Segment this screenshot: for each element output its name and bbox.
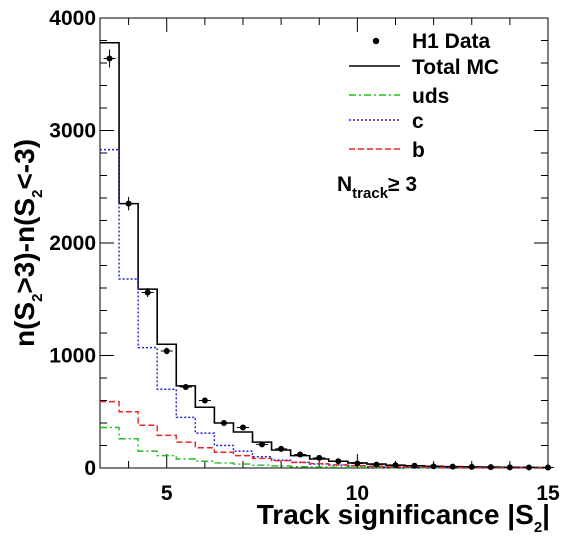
data-point — [106, 55, 113, 62]
y-tick-label: 2000 — [49, 232, 96, 255]
data-point — [316, 454, 323, 461]
data-point — [506, 464, 513, 471]
plot-frame — [99, 17, 549, 469]
ntrack-annotation: Ntrack≥ 3 — [337, 173, 417, 202]
data-point — [430, 463, 437, 470]
data-point — [545, 464, 551, 471]
data-point — [354, 460, 361, 467]
legend-marker-data — [372, 37, 380, 45]
data-point — [144, 289, 151, 296]
data-point — [468, 463, 475, 470]
x-tick-label: 5 — [161, 482, 173, 505]
legend-label: b — [412, 139, 425, 162]
series-c — [100, 148, 548, 469]
series-layer — [100, 41, 554, 471]
legend-label: uds — [412, 85, 449, 108]
data-point — [163, 348, 170, 354]
y-tick-label: 0 — [84, 457, 96, 480]
axis-ticks: 0 1000 2000 3000 4000 5 10 15 — [49, 7, 560, 505]
y-tick-label: 4000 — [49, 7, 96, 30]
y-axis-title: n(S2>3)-n(S2<-3) — [9, 139, 46, 347]
data-point — [220, 420, 227, 426]
legend-label: H1 Data — [412, 30, 491, 53]
x-tick-label: 10 — [346, 482, 369, 505]
series-b — [100, 400, 548, 469]
series-total-mc — [100, 41, 548, 469]
data-point — [525, 464, 532, 471]
data-point — [392, 462, 399, 469]
data-point — [278, 445, 285, 452]
data-point — [239, 424, 246, 431]
data-point — [259, 441, 266, 448]
data-point — [487, 464, 494, 471]
legend-label: c — [412, 110, 424, 133]
x-axis-title: Track significance |S2| — [257, 499, 550, 536]
data-point — [411, 462, 418, 469]
data-point — [182, 384, 189, 390]
legend-label: Total MC — [412, 56, 499, 79]
data-point — [449, 463, 456, 470]
data-point — [125, 200, 132, 207]
data-point — [373, 461, 380, 468]
data-point — [335, 458, 342, 465]
data-point — [201, 397, 208, 404]
data-point — [297, 451, 304, 458]
y-tick-label: 1000 — [49, 345, 96, 368]
x-tick-label: 15 — [536, 482, 560, 505]
y-tick-label: 3000 — [49, 120, 96, 143]
